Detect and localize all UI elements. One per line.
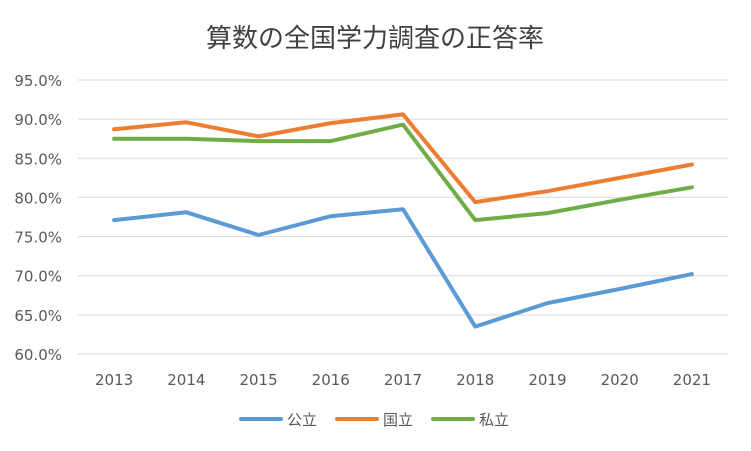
data-point (112, 127, 116, 131)
series-lines (112, 112, 694, 329)
data-point (257, 139, 261, 143)
data-point (257, 233, 261, 237)
data-point (329, 139, 333, 143)
legend: 公立 国立 私立 (239, 411, 509, 429)
data-point (618, 287, 622, 291)
data-point (545, 301, 549, 305)
data-point (545, 211, 549, 215)
data-point (618, 198, 622, 202)
x-tick-label: 2016 (312, 371, 350, 389)
y-tick-label: 85.0% (14, 150, 62, 168)
data-point (184, 120, 188, 124)
data-point (184, 137, 188, 141)
legend-item: 国立 (335, 411, 413, 429)
y-tick-label: 90.0% (14, 111, 62, 129)
y-tick-label: 70.0% (14, 268, 62, 286)
x-tick-label: 2021 (673, 371, 711, 389)
legend-label: 公立 (287, 411, 317, 429)
x-tick-label: 2014 (167, 371, 205, 389)
x-tick-label: 2020 (601, 371, 639, 389)
gridlines (78, 79, 728, 355)
data-point (112, 137, 116, 141)
data-point (473, 200, 477, 204)
series-line-2 (112, 122, 694, 223)
y-tick-label: 95.0% (14, 72, 62, 90)
data-point (184, 210, 188, 214)
data-point (329, 121, 333, 125)
legend-item: 公立 (239, 411, 317, 429)
y-axis-ticks: 95.0% 90.0% 85.0% 80.0% 75.0% 70.0% 65.0% 60.0% (14, 72, 62, 364)
legend-item: 私立 (431, 411, 509, 429)
x-tick-label: 2015 (239, 371, 277, 389)
data-point (257, 134, 261, 138)
x-tick-label: 2013 (95, 371, 133, 389)
series-line-1 (112, 112, 694, 205)
data-point (401, 112, 405, 116)
x-tick-label: 2018 (456, 371, 494, 389)
data-point (329, 214, 333, 218)
x-tick-label: 2017 (384, 371, 422, 389)
data-point (401, 123, 405, 127)
data-point (618, 176, 622, 180)
legend-label: 国立 (383, 411, 413, 429)
x-axis-ticks: 2013 2014 2015 2016 2017 2018 2019 2020 2021 (95, 371, 711, 389)
data-point (690, 185, 694, 189)
data-point (473, 325, 477, 329)
data-point (401, 207, 405, 211)
data-point (690, 163, 694, 167)
data-point (690, 272, 694, 276)
legend-label: 私立 (479, 411, 509, 429)
series-line-0 (112, 207, 694, 329)
x-tick-label: 2019 (528, 371, 566, 389)
y-tick-label: 60.0% (14, 346, 62, 364)
y-tick-label: 65.0% (14, 307, 62, 325)
y-tick-label: 75.0% (14, 229, 62, 247)
data-point (112, 218, 116, 222)
y-tick-label: 80.0% (14, 189, 62, 207)
chart-title: 算数の全国学力調査の正答率 (206, 24, 544, 54)
data-point (473, 218, 477, 222)
data-point (545, 189, 549, 193)
